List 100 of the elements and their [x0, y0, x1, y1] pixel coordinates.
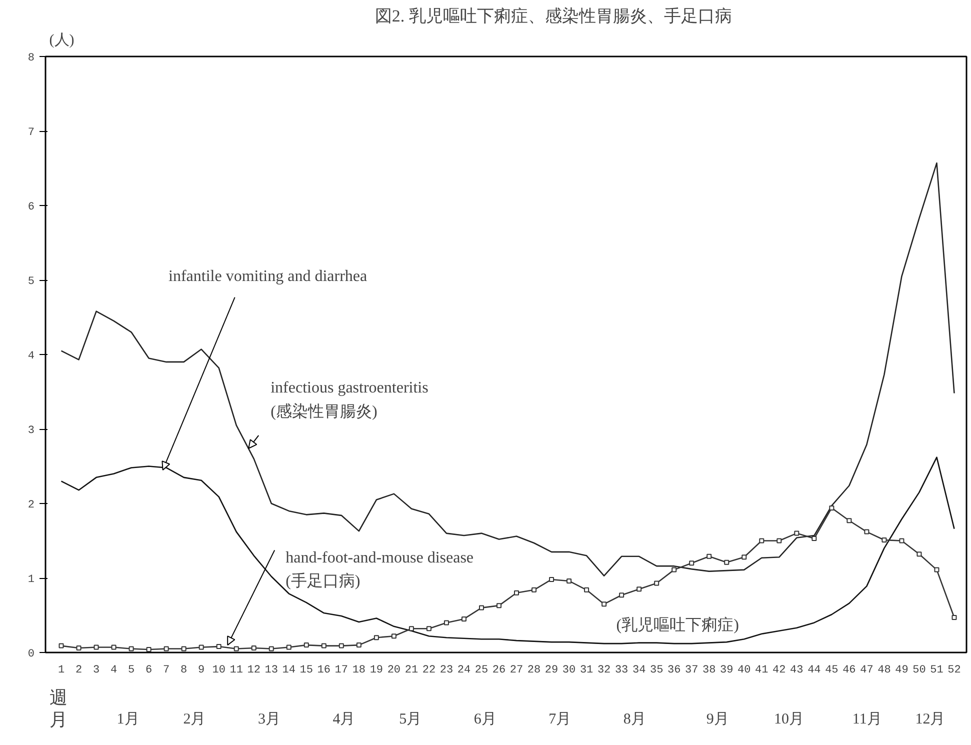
point: [444, 620, 449, 626]
x-tick-label: 45: [825, 664, 838, 676]
text: 6月: [474, 712, 496, 728]
point: [198, 644, 204, 650]
point: [111, 644, 116, 650]
x-tick-label: 49: [895, 664, 908, 676]
x-tick-label: 20: [387, 664, 401, 676]
x-tick-label: 1: [58, 664, 65, 676]
x-tick-label: 12: [247, 664, 260, 676]
point: [689, 560, 694, 566]
x-tick-label: 4: [110, 664, 118, 676]
line-series: [60, 456, 955, 644]
y-tick-label: 4: [28, 350, 35, 362]
x-tick-label: 6: [146, 664, 152, 676]
point: [584, 587, 590, 592]
x-tick-label: 10: [212, 664, 226, 676]
point: [408, 626, 414, 632]
x-tick-label: 39: [720, 664, 734, 676]
point: [776, 538, 782, 544]
text: 5月: [399, 712, 422, 728]
point: [356, 642, 362, 648]
point: [952, 614, 957, 620]
x-tick-label: 41: [755, 664, 769, 676]
point: [706, 554, 712, 559]
x-tick-label: 15: [300, 664, 313, 676]
x-tick-label: 46: [842, 664, 856, 676]
point: [216, 644, 222, 650]
text: 2月: [183, 712, 206, 728]
x-tick-label: 35: [650, 664, 664, 676]
x-tick-label: 16: [317, 664, 331, 676]
point: [549, 576, 554, 582]
point: [374, 635, 379, 640]
chart-title: 図2. 乳児嘔吐下痢症、感染性胃腸炎、手足口病: [374, 6, 732, 26]
y-tick-label: 5: [28, 276, 35, 288]
y-axis-title: (人): [49, 32, 74, 48]
point: [759, 538, 764, 544]
x-tick-label: 27: [510, 664, 524, 676]
point: [829, 505, 834, 510]
x-tick-label: 30: [562, 664, 576, 676]
x-tick-label: 52: [948, 664, 961, 676]
x-tick-label: 26: [492, 664, 506, 676]
y-tick-label: 2: [28, 500, 35, 512]
x2-axis-title: 月: [49, 710, 68, 730]
text: 1月: [116, 712, 140, 728]
point: [164, 646, 169, 652]
point: [286, 644, 292, 650]
x-tick-label: 22: [422, 664, 436, 676]
text: 10月: [774, 712, 804, 728]
x-tick-label: 3: [92, 664, 100, 676]
x-tick-label: 32: [597, 664, 611, 676]
point: [724, 560, 730, 565]
point: [234, 646, 239, 652]
text: 11月: [852, 712, 882, 728]
x-tick-label: 19: [370, 664, 384, 676]
point: [742, 554, 747, 560]
point: [391, 634, 396, 639]
point: [672, 567, 677, 572]
x-tick-label: 51: [930, 664, 944, 676]
point: [461, 616, 466, 622]
x-tick-label: 21: [404, 664, 418, 676]
x-tick-label: 40: [738, 664, 751, 676]
x-tick-label: 2: [75, 664, 82, 676]
point: [916, 552, 922, 557]
x-tick-label: 23: [440, 664, 454, 676]
point: [496, 603, 502, 608]
point: [619, 592, 624, 598]
point: [128, 646, 134, 652]
x-tick-label: 17: [334, 664, 348, 676]
text: 12月: [915, 712, 946, 728]
point: [794, 530, 800, 536]
x-tick-label: 24: [457, 664, 471, 676]
point: [304, 642, 309, 648]
point: [58, 643, 64, 648]
x-tick-label: 38: [702, 664, 716, 676]
point: [532, 587, 537, 592]
x-tick-label: 14: [282, 664, 296, 676]
point: [846, 518, 852, 524]
x-tick-label: 28: [527, 664, 541, 676]
y-tick-label: 8: [28, 52, 35, 64]
point: [654, 580, 660, 586]
x-tick-label: 29: [544, 664, 558, 676]
point: [76, 646, 82, 651]
point: [268, 646, 274, 652]
x-tick-label: 34: [632, 664, 646, 676]
x-tick-label: 11: [230, 664, 244, 676]
y-tick-label: 6: [28, 202, 35, 214]
point: [181, 646, 186, 652]
text: 3月: [258, 712, 280, 728]
annotation: hand-foot-and-mouse disease (手足口病): [286, 549, 474, 590]
x-tick-label: 43: [790, 664, 804, 676]
x-tick-label: 31: [580, 664, 594, 676]
x-tick-label: 42: [772, 664, 786, 676]
point: [566, 578, 572, 584]
x-tick-label: 18: [352, 664, 366, 676]
x-tick-label: 8: [180, 664, 188, 676]
text: 4月: [332, 712, 356, 728]
x-tick-label: 47: [860, 664, 874, 676]
x-axis-title: 週: [49, 688, 68, 708]
x-tick-label: 37: [685, 664, 698, 676]
y-tick-label: 1: [28, 574, 35, 586]
